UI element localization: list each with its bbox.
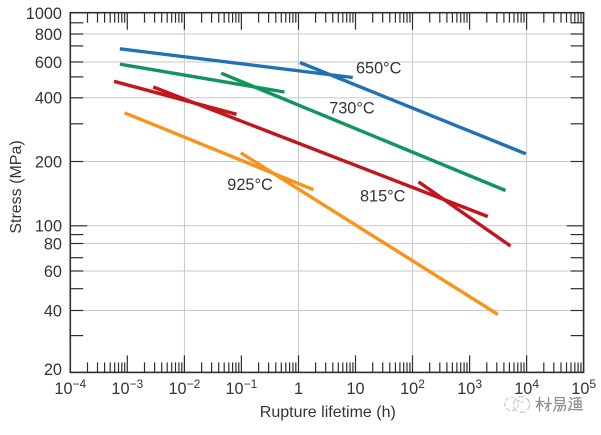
svg-text:104: 104 — [514, 377, 539, 398]
svg-text:10−3: 10−3 — [111, 377, 143, 398]
svg-text:1000: 1000 — [26, 5, 62, 23]
svg-text:650°C: 650°C — [356, 59, 402, 77]
svg-text:730°C: 730°C — [329, 100, 375, 118]
svg-text:100: 100 — [35, 218, 62, 236]
svg-text:Stress (MPa): Stress (MPa) — [8, 140, 25, 233]
svg-text:1: 1 — [294, 380, 303, 398]
svg-text:40: 40 — [44, 302, 62, 320]
svg-text:10−4: 10−4 — [54, 377, 86, 398]
svg-text:800: 800 — [35, 26, 62, 44]
svg-text:60: 60 — [44, 263, 62, 281]
svg-text:925°C: 925°C — [227, 176, 273, 194]
svg-text:102: 102 — [400, 377, 425, 398]
svg-text:10: 10 — [346, 380, 364, 398]
svg-text:80: 80 — [44, 235, 62, 253]
svg-text:10−2: 10−2 — [168, 377, 200, 398]
svg-text:400: 400 — [35, 90, 62, 108]
svg-text:103: 103 — [457, 377, 482, 398]
svg-text:20: 20 — [44, 361, 62, 379]
svg-text:200: 200 — [35, 153, 62, 171]
svg-text:Rupture lifetime (h): Rupture lifetime (h) — [260, 404, 396, 421]
svg-text:600: 600 — [35, 54, 62, 72]
svg-text:815°C: 815°C — [360, 188, 406, 206]
svg-text:105: 105 — [571, 377, 596, 398]
svg-text:10−1: 10−1 — [225, 377, 257, 398]
